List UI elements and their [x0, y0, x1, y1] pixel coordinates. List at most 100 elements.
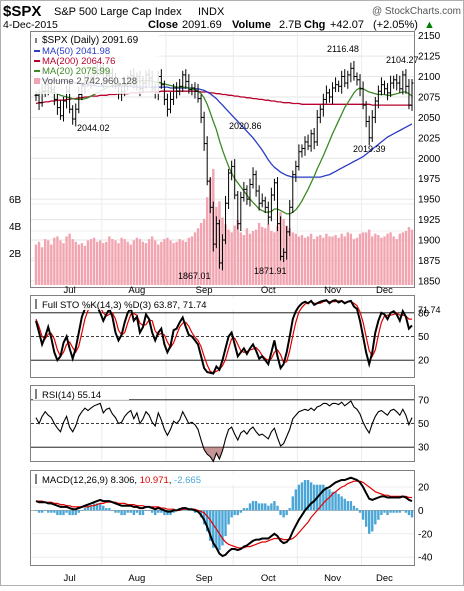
volume-bar — [62, 243, 65, 285]
price-bar — [193, 82, 197, 99]
volume-bar — [184, 241, 187, 285]
volume-bar — [267, 224, 270, 285]
price-tick-label: 2150 — [418, 31, 441, 42]
macd-histogram-bar — [34, 510, 38, 511]
price-bar — [230, 160, 234, 181]
macd-histogram-bar — [218, 510, 221, 551]
price-bar — [352, 60, 356, 81]
macd-histogram-bar — [205, 510, 209, 532]
volume-bar — [398, 233, 401, 285]
volume-bar — [95, 241, 99, 285]
macd-histogram-bar — [147, 510, 151, 511]
volume-bar — [383, 236, 386, 285]
macd-histogram-bar — [135, 510, 139, 513]
macd-histogram-bar — [120, 510, 123, 516]
macd-histogram-bar — [361, 510, 365, 520]
price-bar — [300, 144, 304, 158]
volume-bar — [154, 240, 157, 285]
volume-legend-entry: Volume 2,742,960,128 — [34, 76, 137, 87]
volume-bar — [59, 240, 62, 285]
watermark: @ StockCharts.com — [372, 6, 461, 17]
price-bar — [376, 85, 380, 109]
macd-histogram-bar — [123, 510, 126, 516]
macd-histogram-bar — [62, 510, 65, 516]
macd-histogram-bar — [154, 510, 157, 516]
macd-histogram-bar — [132, 510, 136, 516]
macd-histogram-bar — [169, 510, 172, 516]
macd-histogram-bar — [221, 510, 224, 546]
volume-bar — [178, 239, 181, 285]
volume-tick-6b: 6B — [9, 195, 22, 206]
volume-bar — [251, 231, 255, 285]
volume-bar — [364, 232, 368, 285]
macd-histogram-bar — [346, 501, 350, 511]
volume-bar — [114, 240, 117, 285]
price-bar — [214, 216, 218, 249]
volume-bar — [230, 232, 233, 285]
macd-histogram-bar — [105, 508, 108, 511]
ma200-line — [35, 90, 412, 106]
volume-bar — [141, 241, 145, 285]
volume-bar — [264, 228, 267, 285]
volume-tick-2b: 2B — [9, 249, 22, 260]
rsi-line — [35, 400, 413, 463]
macd-histogram-bar — [337, 494, 340, 511]
macd-histogram-bar — [224, 510, 227, 537]
macd-histogram-bar — [377, 510, 380, 520]
rsi-oversold-fill — [204, 447, 223, 462]
price-bar — [260, 193, 264, 208]
price-legend-entry: $SPX (Daily) 2091.69 — [35, 35, 139, 46]
sto-tick-label: 80 — [418, 308, 430, 319]
macd-histogram-bar — [95, 503, 99, 511]
macd-histogram-bar — [343, 498, 346, 511]
volume-bar — [138, 239, 142, 285]
chg-label: Chg — [304, 19, 325, 31]
price-bar — [190, 83, 194, 96]
volume-bar — [242, 235, 246, 285]
price-tick-label: 2075 — [418, 92, 441, 103]
volume-bar — [86, 240, 90, 285]
rsi-tick-label: 30 — [418, 443, 430, 454]
price-bar — [61, 96, 66, 122]
sto-current-value: 71.74 — [418, 305, 441, 315]
volume-bar — [135, 237, 139, 285]
price-bar — [269, 187, 273, 222]
price-bar — [404, 69, 408, 94]
price-bar — [58, 100, 63, 120]
volume-bar — [77, 244, 80, 285]
macd-histogram-bar — [279, 510, 282, 516]
price-bar — [327, 88, 332, 103]
price-tick-label: 2100 — [418, 72, 441, 83]
chg-value: +42.07 — [330, 19, 364, 31]
price-bar — [392, 75, 396, 89]
volume-bar — [401, 232, 405, 285]
macd-signal-line — [36, 480, 412, 549]
volume-bar — [316, 236, 319, 285]
volume-bar — [163, 239, 166, 285]
macd-histogram-bar — [160, 510, 163, 513]
volume-bars — [34, 168, 414, 285]
volume-bar — [368, 229, 371, 285]
price-tick-label: 1875 — [418, 256, 441, 267]
macd-histogram-bar — [380, 510, 383, 516]
volume-bar — [322, 237, 325, 285]
volume-bar — [389, 232, 392, 285]
volume-bar — [132, 240, 136, 285]
volume-bar — [71, 239, 74, 285]
volume-bar — [276, 225, 279, 285]
month-label: Jul — [64, 285, 76, 296]
volume-bar — [65, 236, 68, 285]
price-bar — [385, 83, 390, 101]
macd-histogram-bar — [276, 505, 279, 511]
macd-histogram-bar — [404, 510, 408, 513]
price-bar — [398, 75, 402, 93]
macd-histogram-bar — [291, 496, 294, 511]
volume-bar — [193, 232, 197, 285]
macd-signal-value: 10.971 — [140, 475, 169, 486]
price-bar — [55, 93, 59, 115]
price-bar — [337, 80, 341, 93]
price-bar — [242, 181, 246, 202]
macd-histogram-bar — [230, 510, 233, 518]
macd-histogram-bar — [202, 510, 206, 525]
macd-tick-label: -20 — [418, 529, 433, 540]
